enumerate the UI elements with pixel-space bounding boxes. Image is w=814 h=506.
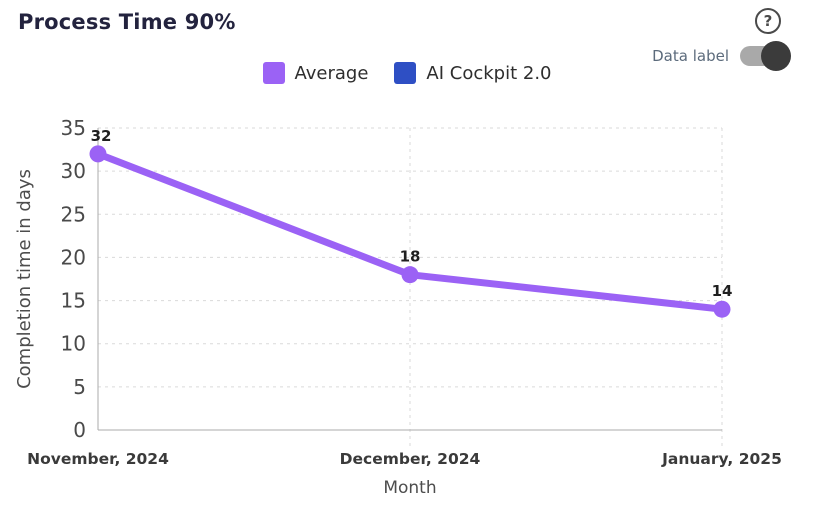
x-axis-title: Month bbox=[383, 478, 436, 498]
page-title: Process Time 90% bbox=[18, 10, 236, 34]
chart-legend: Average AI Cockpit 2.0 bbox=[0, 62, 814, 84]
data-point[interactable] bbox=[89, 145, 107, 163]
y-tick-label: 25 bbox=[61, 202, 86, 226]
data-label-toggle[interactable] bbox=[740, 41, 791, 71]
data-point[interactable] bbox=[401, 266, 419, 284]
y-tick-label: 35 bbox=[61, 116, 86, 140]
y-axis-title: Completion time in days bbox=[14, 169, 35, 389]
data-point-label: 32 bbox=[91, 127, 112, 145]
data-label-toggle-label: Data label bbox=[652, 47, 729, 65]
data-label-toggle-row: Data label bbox=[652, 41, 791, 71]
data-point-label: 18 bbox=[400, 248, 421, 266]
legend-swatch-icon bbox=[262, 62, 285, 84]
y-tick-label: 30 bbox=[61, 159, 86, 183]
legend-item[interactable]: AI Cockpit 2.0 bbox=[394, 62, 552, 84]
y-tick-label: 20 bbox=[61, 245, 86, 269]
data-point[interactable] bbox=[713, 300, 731, 318]
help-icon[interactable]: ? bbox=[755, 8, 781, 34]
x-tick-label: December, 2024 bbox=[340, 450, 481, 468]
y-tick-label: 10 bbox=[61, 332, 86, 356]
legend-swatch-icon bbox=[394, 62, 417, 84]
legend-item[interactable]: Average bbox=[262, 62, 369, 84]
legend-label: AI Cockpit 2.0 bbox=[426, 62, 552, 84]
data-point-label: 14 bbox=[712, 282, 733, 300]
x-tick-label: November, 2024 bbox=[27, 450, 169, 468]
legend-label: Average bbox=[294, 62, 369, 84]
toggle-knob-icon bbox=[761, 41, 791, 71]
y-tick-label: 5 bbox=[73, 375, 86, 399]
y-tick-label: 0 bbox=[73, 418, 86, 442]
x-tick-label: January, 2025 bbox=[661, 450, 782, 468]
help-glyph: ? bbox=[763, 11, 773, 30]
y-tick-label: 15 bbox=[61, 289, 86, 313]
